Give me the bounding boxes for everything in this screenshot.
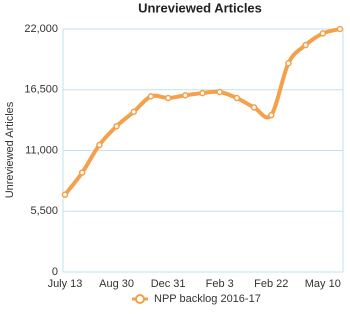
data-point: [147, 93, 155, 100]
x-tick-label: Dec 31: [151, 278, 186, 290]
legend-marker: [135, 294, 145, 304]
data-point: [130, 108, 137, 116]
x-tick-label: July 13: [48, 278, 83, 290]
data-point: [268, 111, 275, 119]
data-point: [182, 92, 189, 99]
data-point: [113, 122, 120, 130]
chart-title: Unreviewed Articles: [138, 0, 262, 15]
data-point: [96, 141, 103, 149]
data-point: [61, 191, 69, 198]
data-point: [216, 88, 223, 96]
data-point: [164, 94, 172, 102]
plot-border: [62, 28, 344, 273]
y-tick-label: 16,500: [24, 84, 58, 96]
x-tick-label: Feb 3: [206, 278, 234, 290]
legend-label: NPP backlog 2016-17: [154, 293, 261, 305]
y-tick-label: 22,000: [24, 23, 58, 35]
y-tick-label: 5,500: [30, 205, 58, 217]
x-tick-label: May 10: [305, 278, 341, 290]
data-point: [233, 94, 241, 102]
series-line: [63, 27, 341, 196]
data-point: [250, 104, 258, 111]
x-tick-label: Aug 30: [99, 278, 134, 290]
data-point: [285, 59, 292, 67]
y-tick-label: 0: [52, 266, 58, 278]
data-point: [336, 25, 344, 33]
data-point: [319, 30, 327, 37]
data-point: [302, 41, 309, 49]
y-tick-label: 11,000: [25, 144, 58, 156]
y-axis-label: Unreviewed Articles: [4, 101, 16, 198]
x-tick-label: Feb 22: [254, 278, 288, 290]
data-point: [199, 89, 206, 97]
data-point: [78, 169, 86, 176]
